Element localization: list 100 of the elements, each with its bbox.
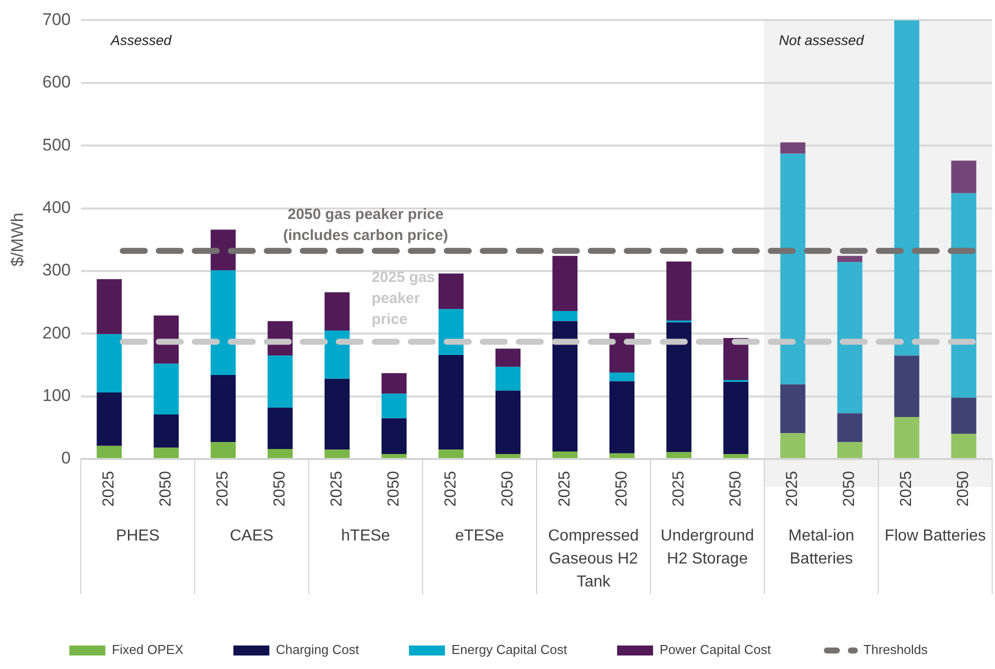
bar xyxy=(495,390,521,454)
bar xyxy=(894,20,920,356)
bar xyxy=(951,434,976,458)
bar xyxy=(210,270,236,375)
text: PHES xyxy=(116,527,160,544)
ref-line-label: 2050 gas peaker price (includes carbon price) xyxy=(283,206,448,244)
bar xyxy=(324,378,350,450)
x-tick-label: 2050 xyxy=(158,470,175,507)
bar xyxy=(837,413,862,442)
x-tick-label: 2025 xyxy=(328,470,346,507)
bar xyxy=(552,311,578,322)
text: Metal-ion Batteries xyxy=(788,527,854,568)
bar xyxy=(382,418,407,454)
bar xyxy=(495,454,521,458)
bar xyxy=(951,160,976,194)
legend-label: Charging Cost xyxy=(276,642,360,658)
y-tick-label: 0 xyxy=(61,448,71,468)
y-tick-label: 300 xyxy=(42,260,71,280)
bar xyxy=(552,451,578,458)
bar xyxy=(382,373,407,394)
y-axis-title: $/MWh xyxy=(8,212,27,267)
y-tick-label: 600 xyxy=(42,72,71,92)
bar xyxy=(780,384,806,434)
bar xyxy=(780,433,806,458)
text: Compressed Gaseous H2 Tank xyxy=(548,527,639,590)
y-tick-label: 100 xyxy=(42,386,71,405)
bar xyxy=(268,356,293,408)
x-tick-label: 2025 xyxy=(100,470,118,507)
y-tick-label: 500 xyxy=(42,135,71,154)
text: Underground H2 Storage xyxy=(660,527,754,568)
bar xyxy=(837,442,862,458)
bar xyxy=(552,256,578,312)
text: CAES xyxy=(230,527,274,544)
bar xyxy=(438,354,464,450)
bar xyxy=(609,333,634,372)
text: Flow Batteries xyxy=(884,527,986,544)
bar xyxy=(96,392,122,446)
bar xyxy=(210,230,236,270)
bar xyxy=(495,348,521,367)
x-tick-label: 2050 xyxy=(499,470,516,507)
legend-label: Fixed OPEX xyxy=(112,642,184,658)
bar xyxy=(837,262,862,414)
legend-title: Thresholds xyxy=(863,642,928,658)
bar xyxy=(268,448,293,458)
x-tick-label: 2050 xyxy=(955,470,972,507)
bar xyxy=(324,292,350,330)
text: eTESe xyxy=(455,527,504,544)
bar xyxy=(96,279,122,334)
x-tick-label: 2050 xyxy=(613,470,630,507)
bar xyxy=(552,321,578,452)
x-tick-label: 2050 xyxy=(841,470,858,507)
bar xyxy=(666,262,692,320)
bar xyxy=(210,442,236,458)
bar xyxy=(154,364,179,414)
annotation: Assessed xyxy=(110,32,173,48)
x-tick-label: 2050 xyxy=(727,470,744,507)
bar xyxy=(780,154,806,384)
bar xyxy=(438,450,464,458)
bar xyxy=(495,366,521,391)
y-tick-label: 200 xyxy=(42,323,71,342)
x-tick-label: 2025 xyxy=(898,470,916,507)
x-tick-label: 2050 xyxy=(272,470,289,507)
bar xyxy=(382,394,407,418)
bar xyxy=(96,446,122,458)
bar xyxy=(951,193,976,398)
legend-label: Energy Capital Cost xyxy=(451,642,568,658)
bar xyxy=(210,375,236,442)
bar xyxy=(438,309,464,355)
bar xyxy=(268,408,293,449)
bar xyxy=(154,414,179,448)
x-tick-label: 2025 xyxy=(442,470,460,507)
bar xyxy=(609,453,634,458)
bar xyxy=(438,273,464,310)
bar xyxy=(951,398,976,434)
bar xyxy=(609,372,634,382)
bar xyxy=(780,142,806,154)
bar xyxy=(382,454,407,458)
y-tick-label: 700 xyxy=(42,10,71,29)
bar xyxy=(324,330,350,379)
bar xyxy=(324,450,350,458)
x-tick-label: 2025 xyxy=(214,470,232,507)
x-tick-label: 2050 xyxy=(385,470,402,507)
x-tick-label: 2025 xyxy=(784,470,802,507)
x-tick-label: 2025 xyxy=(670,470,688,507)
x-tick-label: 2025 xyxy=(556,470,574,507)
bar xyxy=(154,448,179,458)
bar xyxy=(723,338,748,380)
bar xyxy=(837,256,862,262)
bar xyxy=(723,454,748,458)
y-tick-label: 400 xyxy=(42,198,71,217)
bar xyxy=(666,322,692,452)
annotation: Not assessed xyxy=(778,32,865,48)
bar xyxy=(894,417,920,458)
bar xyxy=(609,381,634,454)
bar xyxy=(666,452,692,458)
bar xyxy=(894,356,920,417)
bar xyxy=(96,334,122,393)
legend-label: Power Capital Cost xyxy=(660,642,772,658)
bar xyxy=(723,382,748,454)
text: hTESe xyxy=(341,527,390,544)
